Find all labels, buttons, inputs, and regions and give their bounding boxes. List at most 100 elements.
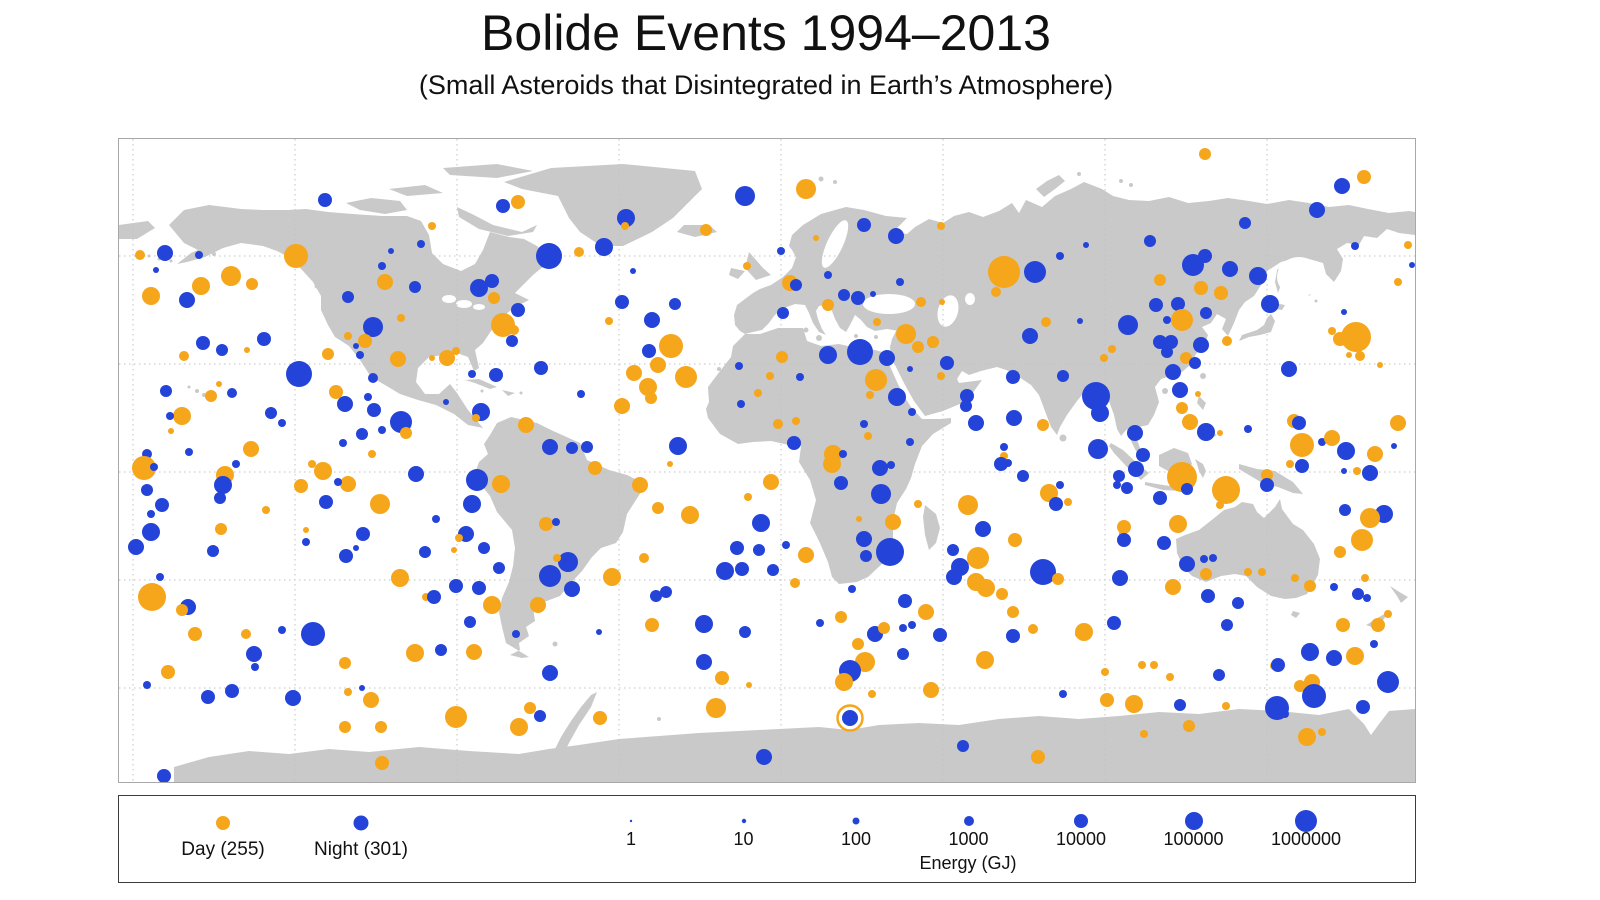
bolide-point: [339, 549, 353, 563]
bolide-point: [796, 373, 804, 381]
bolide-point: [157, 769, 171, 782]
bolide-point: [1330, 583, 1338, 591]
bolide-point: [1052, 573, 1064, 585]
bolide-point: [792, 417, 800, 425]
bolide-point: [1091, 404, 1109, 422]
bolide-point: [251, 663, 259, 671]
bolide-point: [257, 332, 271, 346]
bolide-point: [1118, 315, 1138, 335]
bolide-point: [754, 389, 762, 397]
energy-size-dot-icon: [963, 816, 974, 826]
bolide-point: [1292, 416, 1306, 430]
bolide-point: [179, 351, 189, 361]
bolide-point: [301, 622, 325, 646]
bolide-point: [645, 618, 659, 632]
bolide-point: [439, 350, 455, 366]
bolide-point: [842, 710, 858, 726]
bolide-point: [615, 295, 629, 309]
bolide-point: [491, 313, 515, 337]
bolide-point: [468, 370, 476, 378]
day-label: Day (255): [181, 839, 265, 860]
bolide-point: [1318, 438, 1326, 446]
bolide-point: [1140, 730, 1148, 738]
bolide-point: [216, 344, 228, 356]
land-layer: [119, 164, 1415, 782]
bolide-point: [617, 209, 635, 227]
bolide-point: [339, 657, 351, 669]
bolide-point: [221, 266, 241, 286]
bolide-point: [776, 351, 788, 363]
bolide-point: [539, 565, 561, 587]
bolide-point: [1355, 351, 1365, 361]
bolide-point: [455, 534, 463, 542]
bolide-point: [375, 756, 389, 770]
bolide-point: [388, 248, 394, 254]
bolide-point: [449, 579, 463, 593]
bolide-point: [138, 583, 166, 611]
bolide-point: [166, 412, 174, 420]
bolide-point: [1214, 286, 1228, 300]
bolide-point: [1341, 322, 1371, 352]
bolide-point: [1136, 448, 1150, 462]
bolide-point: [716, 562, 734, 580]
bolide-point: [265, 407, 277, 419]
bolide-point: [1195, 391, 1201, 397]
bolide-point: [1301, 643, 1319, 661]
bolide-point: [1336, 618, 1350, 632]
bolide-point: [796, 179, 816, 199]
bolide-point: [262, 506, 270, 514]
bolide-point: [536, 243, 562, 269]
bolide-point: [864, 432, 872, 440]
bolide-point: [493, 562, 505, 574]
bolide-point: [1384, 610, 1392, 618]
bolide-point: [160, 385, 172, 397]
bolide-point: [466, 469, 488, 491]
bolide-point: [642, 344, 656, 358]
bolide-point: [1258, 568, 1266, 576]
bolide-point: [669, 437, 687, 455]
bolide-point: [739, 626, 751, 638]
bolide-point: [865, 369, 887, 391]
bolide-point: [153, 267, 159, 273]
bolide-point: [746, 682, 752, 688]
bolide-point: [185, 448, 193, 456]
bolide-point: [168, 428, 174, 434]
bolide-point: [777, 307, 789, 319]
bolide-point: [1176, 402, 1188, 414]
bolide-point: [353, 545, 359, 551]
bolide-point: [1100, 693, 1114, 707]
bolide-point: [1324, 430, 1340, 446]
bolide-point: [553, 554, 561, 562]
bolide-point: [991, 287, 1001, 297]
bolide-point: [1371, 618, 1385, 632]
energy-size-tick-label: 1: [625, 829, 637, 849]
bolide-point: [318, 193, 332, 207]
bolide-point: [735, 186, 755, 206]
bolide-point: [534, 361, 548, 375]
bolide-point: [706, 698, 726, 718]
bolide-point: [286, 361, 312, 387]
bolide-point: [1217, 430, 1223, 436]
bolide-point: [1390, 415, 1406, 431]
bolide-point: [1339, 504, 1351, 516]
bolide-point: [1222, 336, 1232, 346]
bolide-point: [1346, 352, 1352, 358]
bolide-point: [773, 419, 783, 429]
bolide-point: [1221, 619, 1233, 631]
bolide-point: [630, 268, 636, 274]
bolide-point: [787, 436, 801, 450]
bolide-point: [1077, 318, 1083, 324]
bolide-point: [939, 299, 945, 305]
bolide-point: [626, 365, 642, 381]
bolide-point: [173, 407, 191, 425]
bolide-point: [195, 251, 203, 259]
bolide-point: [464, 616, 476, 628]
bolide-point: [359, 685, 365, 691]
bolide-point: [1083, 242, 1089, 248]
bolide-point: [737, 400, 745, 408]
bolide-points-layer: [128, 148, 1415, 782]
bolide-point: [1166, 673, 1174, 681]
bolide-point: [968, 415, 984, 431]
bolide-point: [176, 604, 188, 616]
bolide-point: [1363, 594, 1371, 602]
